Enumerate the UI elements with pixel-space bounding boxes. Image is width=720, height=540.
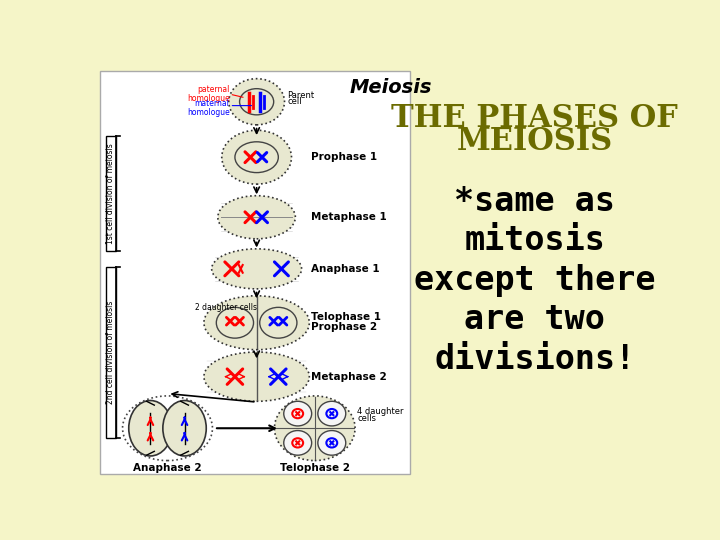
Ellipse shape <box>318 401 346 426</box>
Text: cells: cells <box>357 414 377 423</box>
Ellipse shape <box>229 79 284 125</box>
Text: Metaphase 1: Metaphase 1 <box>311 212 387 222</box>
Text: 1st cell division of meiosis: 1st cell division of meiosis <box>107 143 115 244</box>
Ellipse shape <box>212 249 302 289</box>
Text: Prophase 2: Prophase 2 <box>311 322 377 332</box>
Bar <box>107 136 117 251</box>
Ellipse shape <box>318 430 346 455</box>
Text: 2 daughter cells: 2 daughter cells <box>194 303 256 312</box>
Text: 2nd cell division of meiosis: 2nd cell division of meiosis <box>107 301 115 404</box>
Ellipse shape <box>222 130 292 184</box>
Text: 4 daughter: 4 daughter <box>357 407 404 416</box>
Bar <box>107 267 117 438</box>
Text: cell: cell <box>287 97 302 106</box>
Ellipse shape <box>204 296 310 350</box>
Ellipse shape <box>204 352 310 401</box>
Ellipse shape <box>284 401 312 426</box>
Text: MEIOSIS: MEIOSIS <box>456 126 613 157</box>
Text: Metaphase 2: Metaphase 2 <box>311 372 387 382</box>
Text: *same as
mitosis
except there
are two
divisions!: *same as mitosis except there are two di… <box>414 185 656 376</box>
Ellipse shape <box>274 396 355 461</box>
Text: Parent: Parent <box>287 91 315 100</box>
Ellipse shape <box>163 401 206 456</box>
Ellipse shape <box>218 195 295 239</box>
Text: THE PHASES OF: THE PHASES OF <box>392 103 678 134</box>
Ellipse shape <box>284 430 312 455</box>
Bar <box>100 71 410 475</box>
Ellipse shape <box>129 401 172 456</box>
Text: Telophase 2: Telophase 2 <box>280 463 350 473</box>
Text: maternal
homologue: maternal homologue <box>186 99 230 117</box>
Text: Prophase 1: Prophase 1 <box>311 152 377 162</box>
Text: Anaphase 1: Anaphase 1 <box>311 264 379 274</box>
Text: Telophase 1: Telophase 1 <box>311 312 381 322</box>
Text: Anaphase 2: Anaphase 2 <box>133 463 202 473</box>
Text: Meiosis: Meiosis <box>350 78 432 97</box>
Text: paternal
homologue: paternal homologue <box>186 85 230 104</box>
